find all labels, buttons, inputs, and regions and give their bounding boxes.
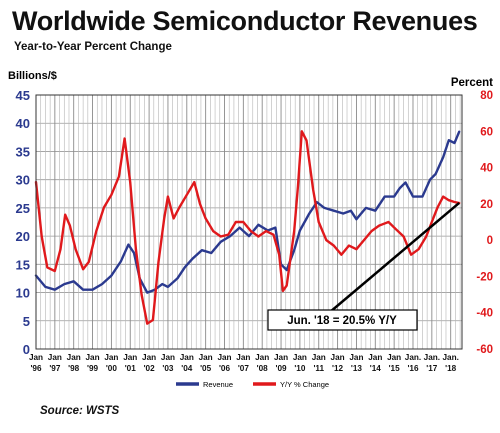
x-tick-label-top: Jan <box>293 353 307 362</box>
x-tick-label-bottom: '14 <box>370 364 382 373</box>
x-tick-label-bottom: '99 <box>87 364 99 373</box>
right-tick-label: 20 <box>480 199 493 211</box>
x-tick-label-top: Jan <box>349 353 363 362</box>
x-tick-label-top: Jan <box>199 353 213 362</box>
x-tick-label-bottom: '12 <box>332 364 344 373</box>
x-tick-label-bottom: '17 <box>426 364 438 373</box>
right-tick-label: 60 <box>480 126 493 138</box>
x-tick-label-top: Jan <box>85 353 99 362</box>
x-tick-label-bottom: '98 <box>68 364 80 373</box>
left-tick-label: 30 <box>16 173 30 188</box>
x-tick-label-bottom: '05 <box>200 364 212 373</box>
source-note: Source: WSTS <box>40 405 120 417</box>
x-tick-label-top: Jan <box>104 353 118 362</box>
chart-subtitle: Year-to-Year Percent Change <box>14 41 172 53</box>
x-tick-label-bottom: '10 <box>294 364 306 373</box>
x-tick-label-top: Jan <box>142 353 156 362</box>
plot-frame <box>35 94 463 350</box>
right-tick-label: -20 <box>476 271 493 283</box>
annotation-box <box>267 309 418 331</box>
x-tick-label-bottom: '02 <box>144 364 156 373</box>
x-tick-label-top: Jan <box>387 353 401 362</box>
x-tick-label-bottom: '16 <box>407 364 419 373</box>
x-tick-label-bottom: '96 <box>30 364 42 373</box>
left-tick-label: 10 <box>16 286 30 301</box>
x-tick-label-top: Jan. <box>424 353 440 362</box>
x-tick-label-bottom: '08 <box>257 364 269 373</box>
x-tick-label-top: Jan. <box>442 353 458 362</box>
series-line-yoy <box>34 130 461 325</box>
x-tick-label-bottom: '09 <box>276 364 288 373</box>
axis-ticks: 0 5 10 15 20 25 30 35 40 45 -60 -40 -20 0 20 40 60 80 Jan '… <box>16 88 493 373</box>
annotation: Jun. '18 = 20.5% Y/Y <box>267 201 460 331</box>
left-tick-label: 0 <box>23 342 30 357</box>
x-tick-label-top: Jan <box>368 353 382 362</box>
x-tick-label-top: Jan <box>48 353 62 362</box>
x-tick-label-top: Jan <box>123 353 137 362</box>
right-tick-label: 40 <box>480 163 493 175</box>
series-line-revenue <box>34 130 461 294</box>
x-tick-label-bottom: '13 <box>351 364 363 373</box>
x-tick-label-bottom: '15 <box>389 364 401 373</box>
x-tick-label-top: Jan <box>236 353 250 362</box>
x-tick-label-top: Jan <box>67 353 81 362</box>
x-tick-label-top: Jan. <box>405 353 421 362</box>
x-tick-label-bottom: '97 <box>49 364 61 373</box>
left-axis-label: Billions/$ <box>8 70 57 82</box>
x-tick-label-top: Jan <box>312 353 326 362</box>
chart-title: Worldwide Semiconductor Revenues <box>12 6 478 36</box>
x-tick-label-top: Jan <box>180 353 194 362</box>
legend-label-yoy: Y/Y % Change <box>280 380 329 389</box>
x-tick-label-bottom: '11 <box>313 364 324 373</box>
x-tick-label-top: Jan <box>274 353 288 362</box>
x-tick-label-top: Jan <box>331 353 345 362</box>
right-axis-label: Percent <box>451 77 493 89</box>
left-tick-label: 40 <box>16 116 30 131</box>
series-lines <box>34 130 461 325</box>
x-tick-label-top: Jan <box>161 353 175 362</box>
legend: Revenue Y/Y % Change <box>176 380 329 389</box>
right-tick-label: 0 <box>487 235 493 247</box>
left-tick-label: 25 <box>16 201 30 216</box>
x-tick-label-bottom: '03 <box>162 364 174 373</box>
right-tick-label: 80 <box>480 90 493 102</box>
x-tick-label-bottom: '06 <box>219 364 231 373</box>
legend-label-revenue: Revenue <box>203 380 233 389</box>
left-tick-label: 15 <box>16 257 30 272</box>
x-tick-label-top: Jan <box>217 353 231 362</box>
left-tick-label: 45 <box>16 88 30 103</box>
x-tick-label-bottom: '01 <box>125 364 137 373</box>
x-tick-label-bottom: '18 <box>445 364 457 373</box>
x-tick-label-bottom: '07 <box>238 364 250 373</box>
x-tick-label-top: Jan <box>29 353 43 362</box>
x-tick-label-bottom: '04 <box>181 364 193 373</box>
x-tick-label-top: Jan <box>255 353 269 362</box>
annotation-text: Jun. '18 = 20.5% Y/Y <box>287 315 397 327</box>
left-tick-label: 5 <box>23 314 30 329</box>
right-tick-label: -60 <box>476 344 493 356</box>
right-tick-label: -40 <box>476 308 493 320</box>
left-tick-label: 35 <box>16 144 30 159</box>
annotation-pointer-line <box>329 201 460 313</box>
x-tick-label-bottom: '00 <box>106 364 118 373</box>
left-tick-label: 20 <box>16 229 30 244</box>
